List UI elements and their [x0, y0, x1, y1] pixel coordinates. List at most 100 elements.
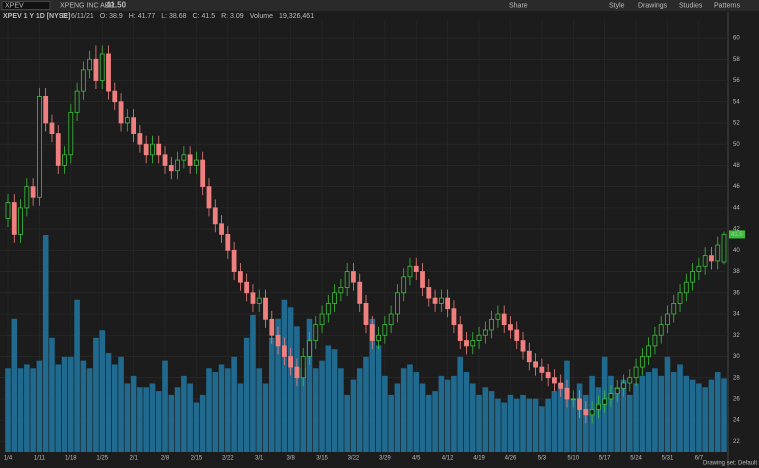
- volume-bar: [11, 318, 18, 452]
- button[interactable]: Studies: [679, 2, 703, 9]
- candle-body: [294, 366, 300, 379]
- volume-bar: [413, 372, 420, 452]
- volume-bar: [495, 398, 501, 452]
- candle-body: [162, 154, 168, 166]
- candle-body: [313, 324, 319, 341]
- volume-bar: [476, 394, 482, 452]
- volume-bar: [426, 394, 432, 452]
- volume-bar: [557, 383, 564, 452]
- volume-bar: [696, 383, 702, 452]
- symbol-box[interactable]: [1, 1, 51, 10]
- volume-bar: [287, 307, 294, 452]
- candle-body: [639, 356, 645, 368]
- volume-bar: [664, 356, 671, 452]
- y-tick-label: 46: [733, 184, 740, 190]
- button[interactable]: Drawings: [638, 2, 668, 9]
- candle-body: [558, 382, 564, 389]
- candle-body: [501, 313, 507, 326]
- candle-body: [438, 297, 444, 304]
- candle-body: [124, 117, 130, 124]
- candle-body: [545, 371, 551, 379]
- candle-body: [445, 297, 451, 310]
- volume-bar: [369, 318, 376, 452]
- volume-bar: [702, 387, 708, 452]
- x-tick-label: 1/11: [34, 456, 46, 462]
- volume-bar: [520, 394, 526, 452]
- candle-body: [621, 382, 626, 389]
- candle-body: [231, 249, 237, 272]
- candle-body: [457, 324, 463, 341]
- volume-bar: [375, 345, 382, 452]
- volume-bar: [130, 375, 137, 452]
- header-field: C: 41.5: [193, 13, 216, 20]
- volume-bar: [93, 337, 99, 452]
- volume-bar: [595, 387, 602, 452]
- volume-bar: [105, 353, 112, 452]
- button[interactable]: Share: [509, 2, 528, 9]
- x-tick-label: 3/29: [379, 456, 391, 462]
- volume-bar: [539, 406, 545, 452]
- candle-body: [24, 186, 30, 209]
- volume-bar: [356, 368, 363, 452]
- volume-bar: [457, 356, 464, 452]
- last-price: 41.50: [106, 1, 127, 10]
- candle-body: [62, 154, 67, 166]
- volume-bar: [683, 375, 690, 452]
- volume-bar: [513, 398, 520, 452]
- header-field: R: 3.09: [221, 13, 244, 20]
- y-tick-label: 60: [733, 36, 740, 42]
- volume-bar: [300, 368, 306, 452]
- volume-bar: [501, 402, 507, 452]
- candle-body: [150, 143, 155, 156]
- volume-bar: [193, 402, 200, 452]
- y-tick-label: 32: [733, 333, 740, 339]
- volume-bar: [570, 398, 577, 452]
- candle-body: [382, 324, 388, 336]
- x-tick-label: 6/7: [695, 456, 704, 462]
- candle-body: [93, 58, 99, 81]
- x-tick-label: 5/31: [662, 456, 674, 462]
- drawing-set[interactable]: Drawing set: Default: [703, 461, 757, 467]
- volume-bar: [363, 356, 369, 452]
- y-tick-label: 40: [733, 248, 740, 254]
- candle-body: [37, 96, 42, 198]
- volume-bar: [532, 398, 539, 452]
- x-tick-label: 2/8: [161, 456, 170, 462]
- volume-bar: [388, 394, 394, 452]
- volume-bar: [583, 394, 589, 452]
- button[interactable]: Style: [609, 2, 625, 9]
- x-tick-label: 3/8: [286, 456, 295, 462]
- candle-body: [212, 207, 218, 225]
- volume-bar: [168, 394, 175, 452]
- volume-bar: [407, 364, 413, 452]
- candle-body: [30, 186, 36, 198]
- volume-bar: [432, 391, 438, 452]
- volume-bar: [24, 364, 30, 452]
- candle-body: [181, 154, 187, 161]
- candle-body: [702, 255, 708, 267]
- candle-body: [80, 69, 86, 92]
- header-field: L: 38.68: [161, 13, 186, 20]
- candle-body: [18, 207, 23, 235]
- y-tick-label: 58: [733, 57, 740, 63]
- candle-body: [583, 409, 589, 416]
- volume-bar: [225, 368, 231, 452]
- volume-bar: [275, 318, 281, 452]
- candle-body: [526, 350, 532, 363]
- symbol[interactable]: XPEV: [5, 2, 24, 9]
- x-tick-label: 1/4: [4, 456, 13, 462]
- volume-bar: [80, 360, 87, 452]
- volume-bar: [30, 368, 36, 452]
- candle-body: [275, 334, 281, 347]
- volume-bar: [155, 391, 162, 452]
- candle-body: [652, 334, 658, 347]
- price-tag-label: 41.5: [731, 232, 743, 238]
- button[interactable]: Patterns: [714, 2, 741, 9]
- candle-body: [627, 377, 633, 384]
- candle-body: [602, 398, 608, 405]
- candle-body: [508, 324, 513, 331]
- y-tick-label: 44: [733, 205, 740, 211]
- candle-body: [470, 340, 476, 347]
